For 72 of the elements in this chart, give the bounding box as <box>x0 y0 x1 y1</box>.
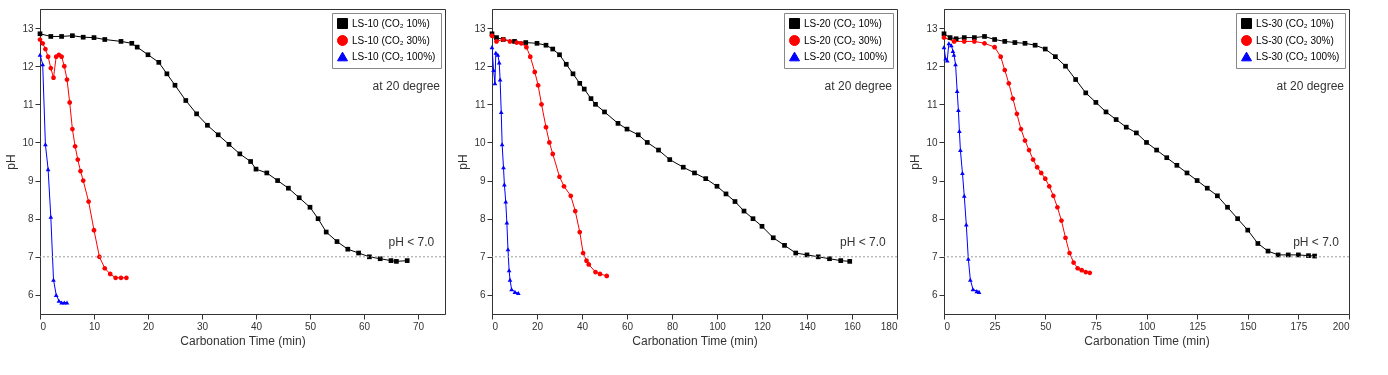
y-tick-label: 6 <box>931 289 938 301</box>
legend-label: LS-30 (CO₂ 100%) <box>1256 50 1340 62</box>
y-tick-label: 6 <box>27 289 34 301</box>
x-tick-label: 20 <box>531 320 544 332</box>
x-tick-label: 20 <box>142 320 155 332</box>
y-tick-label: 7 <box>479 251 486 263</box>
y-tick-label: 13 <box>474 22 486 34</box>
x-tick-label: 200 <box>1332 320 1350 332</box>
x-tick-label: 60 <box>358 320 371 332</box>
x-tick-label: 150 <box>1239 320 1258 332</box>
x-axis-title: Carbonation Time (min) <box>1084 333 1210 348</box>
x-tick-label: 30 <box>196 320 209 332</box>
annotation: pH < 7.0 <box>1293 234 1340 249</box>
x-tick-label: 80 <box>666 320 679 332</box>
x-tick-label: 60 <box>621 320 634 332</box>
x-tick-label: 100 <box>709 320 727 332</box>
y-tick-label: 9 <box>479 175 486 187</box>
legend-label: LS-30 (CO₂ 30%) <box>1256 34 1334 46</box>
x-tick-label: 100 <box>1138 320 1156 332</box>
y-tick-label: 12 <box>22 60 34 72</box>
legend-label: LS-10 (CO₂ 30%) <box>352 34 430 46</box>
x-tick-label: 175 <box>1290 320 1308 332</box>
y-tick-label: 6 <box>479 289 486 301</box>
x-tick-label: 180 <box>880 320 898 332</box>
y-tick-label: 10 <box>474 136 486 148</box>
x-tick-label: 0 <box>492 320 499 332</box>
x-tick-label: 120 <box>754 320 772 332</box>
x-axis-title: Carbonation Time (min) <box>632 333 758 348</box>
x-tick-label: 70 <box>412 320 425 332</box>
y-tick-label: 13 <box>926 22 938 34</box>
legend-label: LS-30 (CO₂ 10%) <box>1256 17 1334 29</box>
y-tick-label: 7 <box>931 251 938 263</box>
y-tick-label: 10 <box>22 136 34 148</box>
x-tick-label: 40 <box>576 320 589 332</box>
x-tick-label: 50 <box>1040 320 1052 332</box>
x-tick-label: 50 <box>304 320 317 332</box>
y-tick-label: 12 <box>474 60 486 72</box>
y-tick-label: 9 <box>931 175 938 187</box>
x-axis-title: Carbonation Time (min) <box>180 333 306 348</box>
x-tick-label: 125 <box>1189 320 1207 332</box>
y-tick-label: 8 <box>479 213 486 225</box>
y-tick-label: 9 <box>27 175 34 187</box>
legend-label: LS-20 (CO₂ 10%) <box>804 17 882 29</box>
legend-label: LS-10 (CO₂ 100%) <box>352 50 436 62</box>
y-axis-title: pH <box>4 154 19 170</box>
x-tick-label: 25 <box>989 320 1002 332</box>
x-tick-label: 160 <box>844 320 862 332</box>
y-tick-label: 11 <box>23 98 34 110</box>
annotation: pH < 7.0 <box>840 234 887 249</box>
y-tick-label: 11 <box>475 98 486 110</box>
x-tick-label: 40 <box>250 320 263 332</box>
y-tick-label: 7 <box>27 251 34 263</box>
y-tick-label: 8 <box>27 213 34 225</box>
y-tick-label: 13 <box>22 22 34 34</box>
legend-label: LS-20 (CO₂ 30%) <box>804 34 882 46</box>
legend-label: LS-10 (CO₂ 10%) <box>352 17 430 29</box>
y-axis-title: pH <box>908 154 923 170</box>
y-axis-title: pH <box>456 154 471 170</box>
y-tick-label: 11 <box>927 98 938 110</box>
y-tick-label: 10 <box>926 136 938 148</box>
x-tick-label: 140 <box>799 320 817 332</box>
y-tick-label: 8 <box>931 213 938 225</box>
x-tick-label: 0 <box>40 320 47 332</box>
legend-label: LS-20 (CO₂ 100%) <box>804 50 888 62</box>
annotation: at 20 degree <box>372 79 441 93</box>
x-tick-label: 75 <box>1090 320 1103 332</box>
annotation: at 20 degree <box>824 79 893 93</box>
annotation: pH < 7.0 <box>388 234 435 249</box>
y-tick-label: 12 <box>926 60 938 72</box>
x-tick-label: 10 <box>88 320 101 332</box>
x-tick-label: 0 <box>944 320 951 332</box>
annotation: at 20 degree <box>1276 79 1345 93</box>
